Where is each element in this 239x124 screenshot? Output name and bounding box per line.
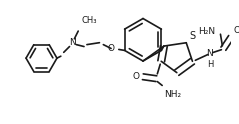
- Text: S: S: [189, 31, 195, 41]
- Text: O: O: [108, 44, 115, 53]
- Text: CH₃: CH₃: [81, 16, 97, 25]
- Text: H₂N: H₂N: [199, 27, 216, 36]
- Text: N: N: [69, 38, 76, 47]
- Text: NH₂: NH₂: [164, 90, 181, 99]
- Text: H: H: [207, 60, 213, 69]
- Text: O: O: [133, 72, 140, 81]
- Text: N: N: [206, 49, 213, 58]
- Text: O: O: [233, 26, 239, 35]
